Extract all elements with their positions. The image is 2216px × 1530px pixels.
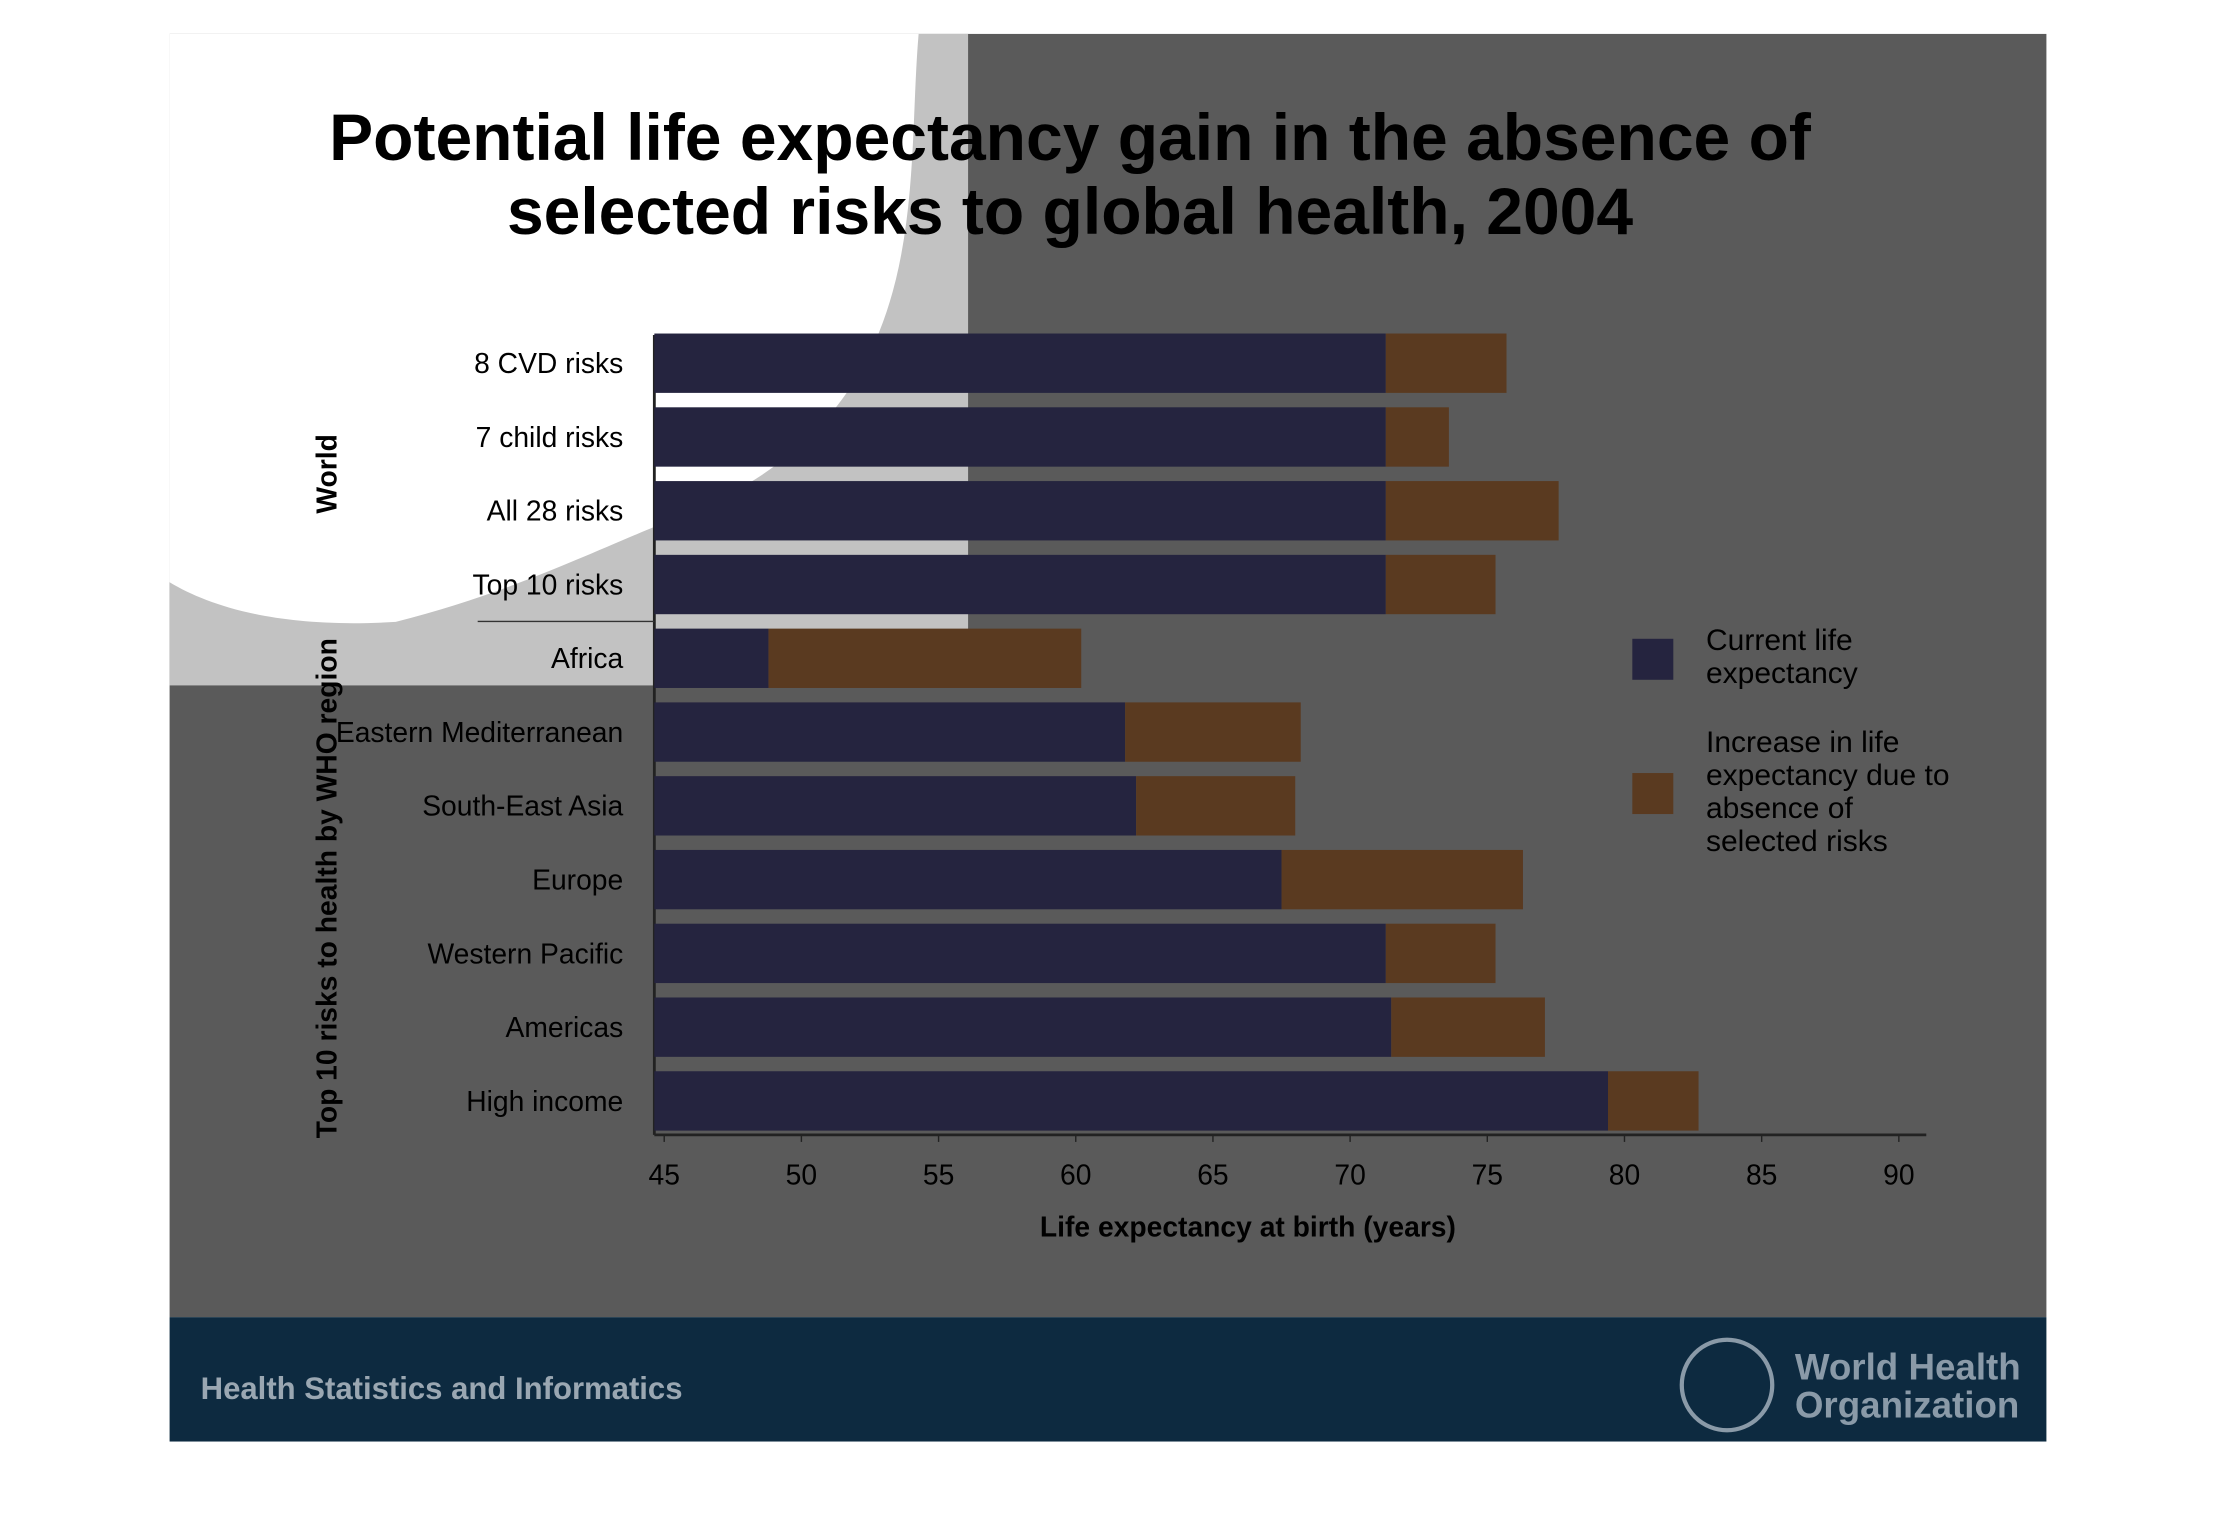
x-tick-label: 80 bbox=[1609, 1158, 1640, 1190]
bar-segment bbox=[1391, 997, 1545, 1057]
y-tick-label: 7 child risks bbox=[476, 421, 624, 453]
bar-segment bbox=[654, 923, 1386, 984]
legend-label: Current life expectancy bbox=[1706, 624, 1858, 690]
logo-emblem bbox=[1679, 1337, 1775, 1433]
bar-segment bbox=[654, 1071, 1609, 1131]
x-axis-title: Life expectancy at birth (years) bbox=[1040, 1211, 1456, 1243]
y-tick-label: 8 CVD risks bbox=[474, 347, 623, 379]
x-tick-label: 50 bbox=[786, 1158, 817, 1190]
white-shape bbox=[169, 33, 919, 624]
logo-text: Organization bbox=[1795, 1385, 2020, 1426]
bar-segment bbox=[768, 628, 1082, 688]
footer-band bbox=[169, 1317, 2047, 1442]
x-tick-label: 45 bbox=[649, 1158, 680, 1190]
x-tick-label: 70 bbox=[1334, 1158, 1365, 1190]
bar-segment bbox=[654, 554, 1386, 615]
chart-title: Potential life expectancy gain in the ab… bbox=[329, 100, 1811, 248]
bar-segment bbox=[1385, 333, 1507, 393]
y-tick-label: Top 10 risks bbox=[473, 568, 624, 600]
y-tick-label: Western Pacific bbox=[428, 937, 624, 969]
bar-segment bbox=[1136, 776, 1296, 836]
logo-text: World Health bbox=[1795, 1346, 2021, 1387]
x-tick-label: 75 bbox=[1472, 1158, 1503, 1190]
bar-segment bbox=[654, 333, 1386, 393]
y-tick-label: Americas bbox=[506, 1011, 624, 1043]
bar-segment bbox=[1385, 554, 1496, 615]
x-tick-label: 90 bbox=[1883, 1158, 1914, 1190]
bar-segment bbox=[654, 481, 1386, 541]
bar-segment bbox=[654, 776, 1137, 836]
bar-segment bbox=[1281, 849, 1523, 910]
bar-segment bbox=[1608, 1071, 1699, 1131]
bar-segment bbox=[654, 628, 769, 688]
y-tick-label: Africa bbox=[551, 642, 624, 674]
bar-segment bbox=[654, 849, 1282, 910]
x-tick-label: 55 bbox=[923, 1158, 954, 1190]
bar-segment bbox=[654, 702, 1126, 762]
footer-text: Health Statistics and Informatics bbox=[201, 1371, 683, 1406]
group-label: Top 10 risks to health by WHO region bbox=[310, 638, 342, 1138]
bar-segment bbox=[654, 407, 1386, 467]
y-tick-label: Eastern Mediterranean bbox=[336, 716, 623, 748]
bar-segment bbox=[1125, 702, 1301, 762]
group-label: World bbox=[310, 434, 342, 514]
x-tick-label: 60 bbox=[1060, 1158, 1091, 1190]
legend-swatch bbox=[1632, 773, 1674, 815]
bar-segment bbox=[1385, 923, 1496, 984]
x-tick-label: 85 bbox=[1746, 1158, 1777, 1190]
bar-segment bbox=[1385, 481, 1559, 541]
y-tick-label: High income bbox=[466, 1085, 623, 1117]
y-tick-label: All 28 risks bbox=[487, 495, 624, 527]
legend-label: Increase in life expectancy due to absen… bbox=[1706, 726, 1950, 858]
y-tick-label: Europe bbox=[532, 864, 623, 896]
y-tick-label: South-East Asia bbox=[422, 790, 623, 822]
x-tick-label: 65 bbox=[1197, 1158, 1228, 1190]
bar-segment bbox=[654, 997, 1392, 1057]
bar-segment bbox=[1385, 407, 1449, 467]
legend-swatch bbox=[1632, 638, 1674, 680]
